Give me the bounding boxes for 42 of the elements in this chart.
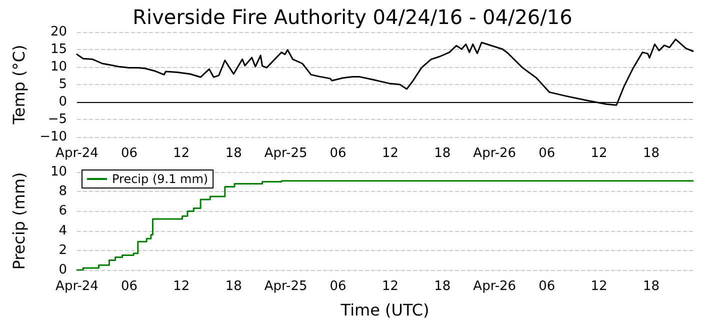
x-tick-label: 18 <box>225 279 242 294</box>
x-tick-label: 06 <box>538 146 556 161</box>
y-tick-label: −5 <box>48 112 67 127</box>
x-tick-label: 18 <box>642 279 660 294</box>
y-tick-label: 10 <box>50 164 67 180</box>
y-tick-label: 0 <box>58 262 67 278</box>
x-tick-label: 12 <box>382 146 398 161</box>
y-tick-label: 8 <box>58 184 67 200</box>
y-tick-label: 2 <box>58 242 67 258</box>
x-tick-label: 06 <box>120 279 138 294</box>
x-tick-label: 06 <box>330 146 346 161</box>
x-tick-label: 18 <box>225 146 242 161</box>
y-tick-label: 5 <box>58 77 67 92</box>
y-axis-title: Temp (°C) <box>10 44 28 126</box>
x-tick-label: Apr-26 <box>473 279 516 294</box>
x-tick-label: Apr-25 <box>264 146 308 161</box>
x-tick-label: 12 <box>590 146 608 161</box>
x-tick-label: 12 <box>173 146 190 161</box>
x-tick-label: Apr-26 <box>473 146 516 161</box>
y-axis-title: Precip (mm) <box>10 172 28 270</box>
legend-label: Precip (9.1 mm) <box>112 172 208 186</box>
x-tick-label: 12 <box>382 279 398 294</box>
y-tick-label: 4 <box>58 223 67 238</box>
x-tick-label: 12 <box>590 279 608 294</box>
chart-title: Riverside Fire Authority 04/24/16 - 04/26/16 <box>132 5 572 29</box>
x-tick-label: Apr-25 <box>264 279 308 294</box>
x-tick-label: 12 <box>173 279 190 294</box>
x-tick-label: Apr-24 <box>56 279 98 294</box>
x-tick-label: 18 <box>642 146 660 161</box>
y-tick-label: 0 <box>58 94 67 110</box>
y-tick-label: 10 <box>50 60 67 74</box>
x-tick-label: Apr-24 <box>56 146 98 161</box>
x-tick-label: 06 <box>120 146 138 161</box>
x-tick-label: 18 <box>434 279 451 294</box>
x-tick-label: 18 <box>434 146 451 161</box>
x-tick-label: 06 <box>538 279 556 294</box>
y-tick-label: −10 <box>40 130 67 144</box>
x-axis-title: Time (UTC) <box>340 300 430 320</box>
y-tick-label: 6 <box>58 204 67 219</box>
x-tick-label: 06 <box>330 279 346 294</box>
y-tick-label: 20 <box>50 24 67 40</box>
y-tick-label: 15 <box>50 42 67 57</box>
